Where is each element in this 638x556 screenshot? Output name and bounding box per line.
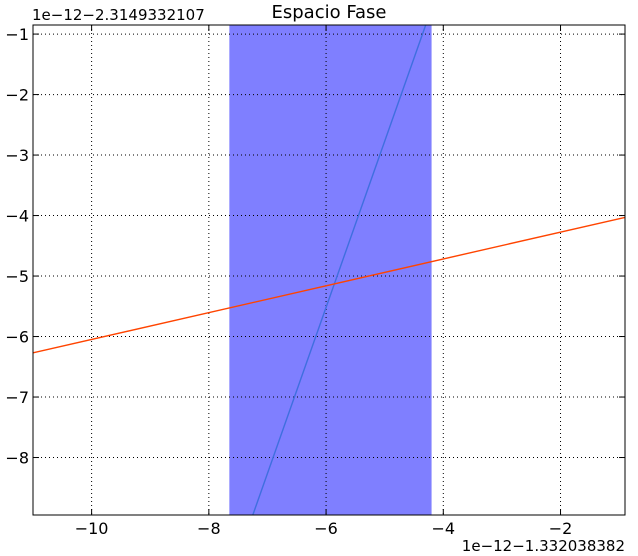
y-tick-label: −8 [5,449,29,468]
series-line-2 [33,216,625,354]
chart-title: Espacio Fase [271,2,386,23]
x-axis-offset-label: 1e−12−1.332038382 [462,537,625,555]
y-tick-label: −6 [5,328,29,347]
x-tick-label: −4 [432,519,456,538]
y-tick-label: −5 [5,267,29,286]
y-tick-label: −2 [5,86,29,105]
plot-frame [32,24,626,516]
series-line-1 [252,25,427,515]
x-tick-label: −6 [314,519,338,538]
x-tick-label: −8 [197,519,221,538]
x-tick-label: −10 [75,519,109,538]
y-tick-label: −4 [5,207,29,226]
x-tick-label: −2 [549,519,573,538]
plot-area: −10 −8 −6 −4 −2 −8 −7 −6 −5 −4 −3 −2 −1 [5,24,626,538]
y-tick-label: −7 [5,388,29,407]
y-tick-label: −1 [5,25,29,44]
y-axis-offset-label: 1e−12−2.3149332107 [32,6,205,24]
shaded-region [229,25,432,515]
y-tick-label: −3 [5,146,29,165]
